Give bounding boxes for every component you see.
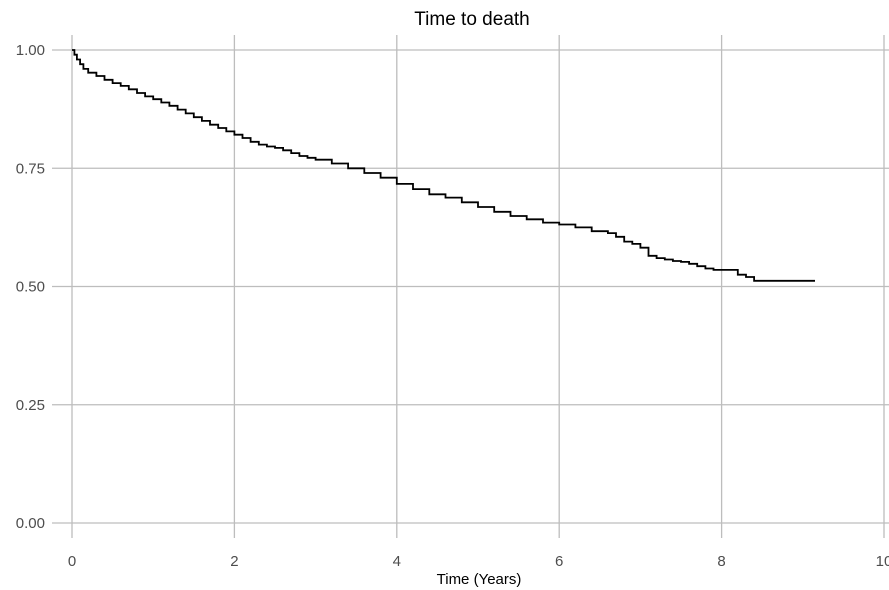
y-tick-label: 1.00 [16, 42, 45, 59]
y-axis-tick-labels: 0.00 0.25 0.50 0.75 1.00 [16, 42, 45, 532]
x-tick-label: 8 [717, 553, 725, 570]
x-tick-label: 6 [555, 553, 563, 570]
x-axis-title: Time (Years) [437, 571, 522, 588]
survival-curve [72, 49, 815, 282]
gridlines [52, 35, 889, 538]
x-tick-label: 4 [393, 553, 401, 570]
x-tick-label: 10 [876, 553, 889, 570]
y-tick-label: 0.25 [16, 397, 45, 414]
chart-title: Time to death [414, 9, 529, 30]
y-tick-label: 0.50 [16, 279, 45, 296]
x-tick-label: 0 [68, 553, 76, 570]
y-tick-label: 0.75 [16, 160, 45, 177]
x-tick-label: 2 [230, 553, 238, 570]
x-axis-tick-labels: 0 2 4 6 8 10 [68, 553, 889, 570]
y-tick-label: 0.00 [16, 515, 45, 532]
